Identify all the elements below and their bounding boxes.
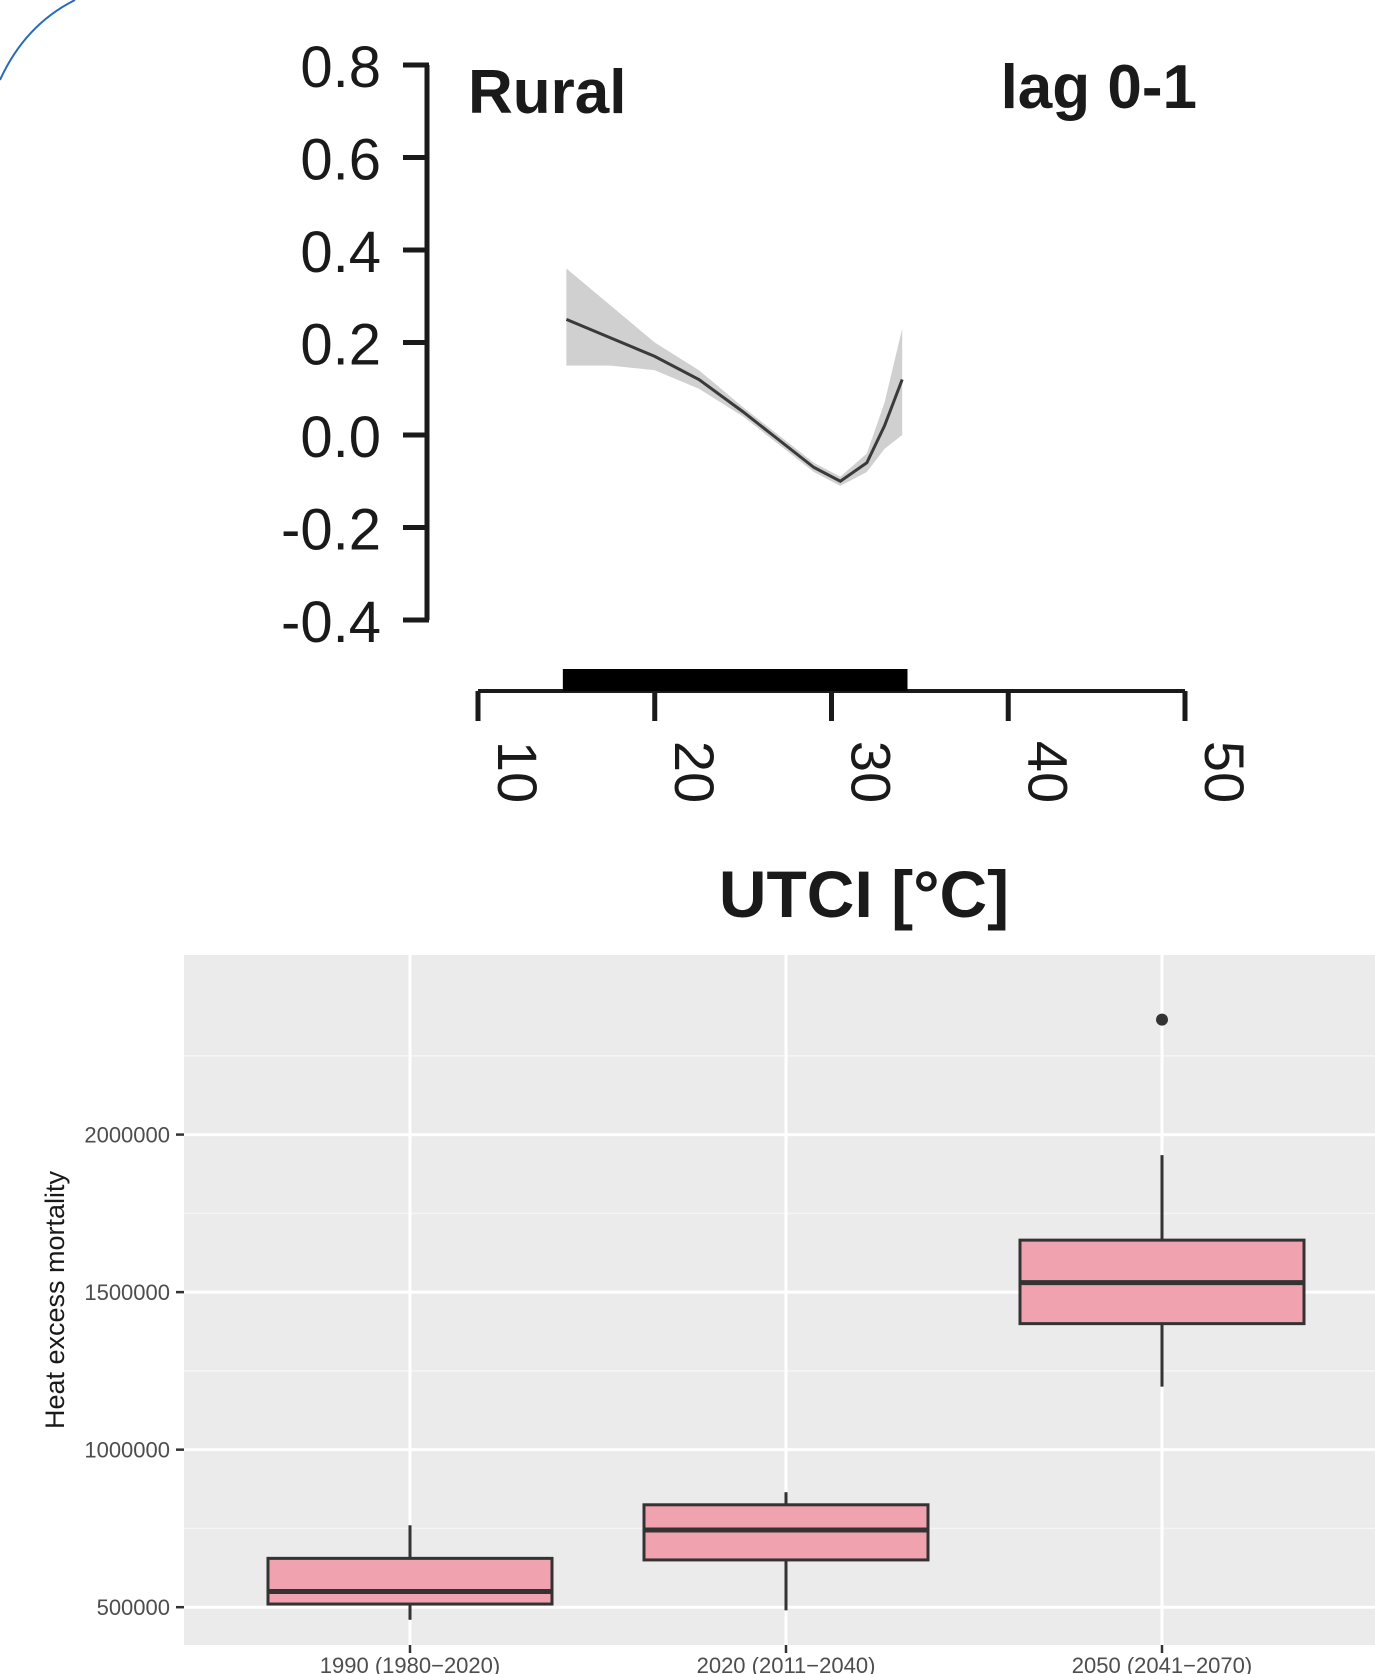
x-tick-label: 50 bbox=[1193, 741, 1256, 803]
y-tick-label: 0.0 bbox=[300, 405, 381, 470]
x-tick-label: 2020 (2011−2040) bbox=[697, 1653, 876, 1674]
x-tick-label: 40 bbox=[1016, 741, 1079, 803]
box-2 bbox=[642, 1492, 930, 1611]
lag-annotation: lag 0-1 bbox=[1001, 53, 1197, 122]
corner-arc-decoration bbox=[0, 0, 76, 81]
boxes bbox=[266, 1013, 1306, 1620]
x-tick-label: 30 bbox=[840, 741, 903, 803]
bottom-x-axis: 1990 (1980−2020) 2020 (2011−2040) 2050 (20… bbox=[320, 1645, 1252, 1674]
y-axis-title: Heat excess mortality bbox=[40, 1170, 70, 1429]
panel-label: Rural bbox=[468, 58, 626, 127]
y-tick-label: 0.6 bbox=[300, 128, 381, 193]
x-tick-label: 10 bbox=[486, 741, 549, 803]
box-3 bbox=[1018, 1013, 1306, 1387]
observation-rug bbox=[562, 669, 908, 691]
interquartile-box bbox=[266, 1556, 554, 1606]
y-tick-label: 1500000 bbox=[84, 1280, 170, 1305]
y-tick-label: 1000000 bbox=[84, 1438, 170, 1463]
box-1 bbox=[266, 1525, 554, 1620]
outlier-point bbox=[1156, 1013, 1168, 1026]
top-y-axis: 0.8 0.6 0.4 0.2 0.0 -0.2 -0.4 bbox=[281, 35, 430, 655]
x-tick-label: 1990 (1980−2020) bbox=[320, 1653, 500, 1674]
y-tick-label: -0.2 bbox=[281, 498, 381, 563]
confidence-band bbox=[566, 268, 903, 486]
x-tick-label: 2050 (2041−2070) bbox=[1072, 1653, 1252, 1674]
top-plot-area bbox=[565, 268, 904, 486]
y-tick-label: 500000 bbox=[97, 1595, 170, 1620]
top-x-axis: 10 20 30 40 50 bbox=[475, 669, 1256, 803]
x-tick-label: 20 bbox=[663, 741, 726, 803]
relative-risk-curve bbox=[565, 317, 904, 484]
mortality-boxplot-panel: 2000000 1500000 1000000 500000 1990 (1980−2… bbox=[40, 955, 1375, 1674]
x-axis-title: UTCI [°C] bbox=[719, 857, 1009, 931]
y-tick-label: 0.8 bbox=[300, 35, 381, 100]
y-tick-label: 0.2 bbox=[300, 313, 381, 378]
y-tick-label: 2000000 bbox=[84, 1123, 170, 1148]
y-tick-label: -0.4 bbox=[281, 590, 381, 655]
bottom-y-axis: 2000000 1500000 1000000 500000 bbox=[84, 1123, 184, 1620]
exposure-response-panel: 0.8 0.6 0.4 0.2 0.0 -0.2 -0.4 10 20 30 40 50 Rural… bbox=[281, 35, 1256, 931]
y-tick-label: 0.4 bbox=[300, 220, 381, 285]
